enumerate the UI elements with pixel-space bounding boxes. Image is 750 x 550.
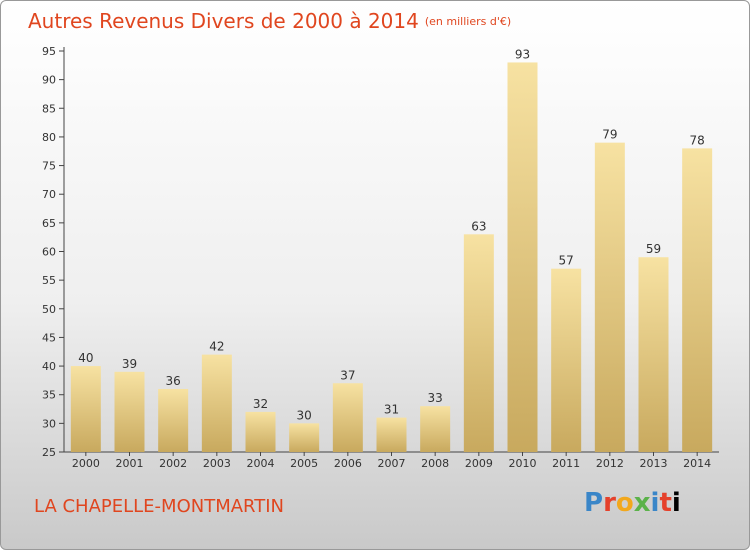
bar-2004	[245, 411, 276, 452]
y-tick-label: 95	[42, 45, 56, 58]
bar-2003	[201, 354, 232, 452]
y-tick-label: 65	[42, 217, 56, 230]
x-tick-label-2011: 2011	[552, 457, 580, 470]
logo-letter: P	[584, 488, 604, 518]
y-tick-label: 25	[42, 446, 56, 459]
bar-2010	[507, 62, 538, 452]
bar-2006	[332, 383, 363, 452]
x-tick-label-2006: 2006	[334, 457, 362, 470]
x-tick-label-2009: 2009	[465, 457, 493, 470]
logo-letter: r	[603, 488, 616, 518]
y-tick-label: 35	[42, 389, 56, 402]
y-tick-label: 30	[42, 417, 56, 430]
logo-letter: t	[659, 488, 672, 518]
data-label-2001: 39	[122, 357, 137, 371]
y-tick-label: 85	[42, 102, 56, 115]
data-label-2000: 40	[78, 351, 93, 365]
data-label-2005: 30	[297, 408, 312, 422]
bar-2008	[420, 406, 451, 452]
data-label-2006: 37	[340, 368, 355, 382]
x-tick-label-2003: 2003	[203, 457, 231, 470]
data-label-2012: 79	[602, 128, 617, 142]
x-tick-label-2000: 2000	[72, 457, 100, 470]
data-label-2014: 78	[690, 133, 705, 147]
data-label-2007: 31	[384, 403, 399, 417]
bar-2009	[463, 234, 494, 452]
data-label-2003: 42	[209, 340, 224, 354]
data-label-2013: 59	[646, 242, 661, 256]
logo-letter: x	[633, 488, 651, 518]
bar-2014	[682, 148, 713, 452]
data-label-2004: 32	[253, 397, 268, 411]
y-tick-label: 60	[42, 246, 56, 259]
y-tick-label: 90	[42, 74, 56, 87]
x-tick-label-2002: 2002	[159, 457, 187, 470]
x-tick-label-2010: 2010	[509, 457, 537, 470]
chart-unit: (en milliers d'€)	[424, 15, 512, 28]
logo-letter: i	[671, 488, 681, 518]
x-tick-label-2014: 2014	[683, 457, 711, 470]
x-tick-label-2012: 2012	[596, 457, 624, 470]
bar-2007	[376, 417, 407, 452]
x-tick-label-2004: 2004	[247, 457, 275, 470]
data-label-2009: 63	[471, 219, 486, 233]
x-tick-label-2007: 2007	[378, 457, 406, 470]
y-tick-label: 40	[42, 360, 56, 373]
data-label-2011: 57	[559, 254, 574, 268]
y-tick-label: 75	[42, 160, 56, 173]
x-tick-label-2005: 2005	[290, 457, 318, 470]
logo-letter: o	[615, 488, 634, 518]
chart-title: Autres Revenus Divers de 2000 à 2014 (en …	[28, 9, 511, 33]
y-tick-label: 55	[42, 274, 56, 287]
logo-letter: i	[650, 488, 660, 518]
data-label-2010: 93	[515, 47, 530, 61]
bar-2005	[289, 423, 320, 452]
x-tick-label-2013: 2013	[640, 457, 668, 470]
y-tick-label: 80	[42, 131, 56, 144]
place-name: LA CHAPELLE-MONTMARTIN	[34, 496, 285, 517]
y-tick-label: 45	[42, 331, 56, 344]
chart-title-text: Autres Revenus Divers de 2000 à 2014	[28, 9, 419, 33]
bar-2011	[551, 268, 582, 452]
bar-2013	[638, 257, 669, 452]
y-tick-label: 50	[42, 303, 56, 316]
y-tick-label: 70	[42, 188, 56, 201]
proxiti-logo: Proxiti	[584, 488, 681, 518]
bar-2012	[594, 142, 625, 452]
bar-2000	[70, 366, 101, 452]
data-label-2002: 36	[166, 374, 181, 388]
data-label-2008: 33	[428, 391, 443, 405]
x-tick-label-2001: 2001	[116, 457, 144, 470]
bar-2001	[114, 371, 145, 452]
x-tick-label-2008: 2008	[421, 457, 449, 470]
bar-2002	[158, 388, 189, 452]
